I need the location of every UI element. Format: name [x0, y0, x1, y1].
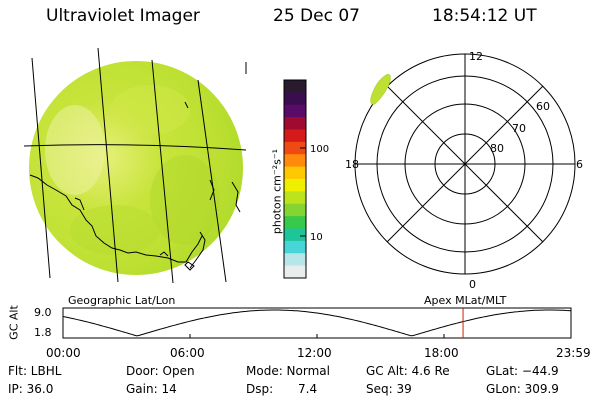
xtick-1200: 12:00 [297, 346, 332, 360]
mlt-label-18: 18 [345, 158, 359, 171]
status-ip: IP: 36.0 [8, 382, 54, 396]
colorbar-stripe [284, 141, 306, 155]
colorbar-stripe [284, 166, 306, 180]
altitude-ytick-low: 1.8 [34, 326, 52, 339]
colorbar-frame [283, 79, 307, 279]
colorbar-stripe [284, 253, 306, 267]
status-dsp-label: Dsp: [246, 382, 274, 396]
colorbar-stripe [284, 191, 306, 205]
lat-label-80: 80 [490, 142, 504, 155]
mlt-label-6: 6 [576, 158, 583, 171]
lat-label-60: 60 [536, 100, 550, 113]
date-label: 25 Dec 07 [273, 6, 360, 26]
status-flt: Flt: LBHL [8, 364, 62, 378]
colorbar-stripe [284, 216, 306, 229]
xtick-0000: 00:00 [46, 346, 81, 360]
status-dsp-value: 7.4 [298, 382, 318, 396]
aurora-blob [370, 74, 391, 105]
colorbar-stripe [284, 92, 306, 106]
status-glat: GLat: −44.9 [486, 364, 559, 378]
colorbar-stripe [284, 265, 306, 279]
colorbar-stripe [284, 129, 306, 143]
colorbar-stripe [284, 80, 306, 93]
geographic-caption: Geographic Lat/Lon [68, 294, 176, 307]
status-seq: Seq: 39 [366, 382, 412, 396]
xtick-2359: 23:59 [556, 346, 591, 360]
colorbar-tick-10: 10 [310, 232, 323, 243]
xtick-1800: 18:00 [424, 346, 459, 360]
mlt-label-0: 0 [469, 278, 476, 291]
status-gc-alt: GC Alt: 4.6 Re [366, 364, 450, 378]
status-door: Door: Open [126, 364, 195, 378]
colorbar-tick-100: 100 [310, 144, 329, 155]
status-gain: Gain: 14 [126, 382, 177, 396]
coastline [29, 174, 215, 271]
colorbar-stripe [284, 203, 306, 217]
colorbar-stripe [284, 179, 306, 192]
colorbar: 100 10 [283, 79, 329, 279]
colorbar-stripe [284, 117, 306, 130]
instrument-title: Ultraviolet Imager [46, 6, 200, 26]
colorbar-stripe [284, 240, 306, 254]
status-mode: Mode: Normal [246, 364, 330, 378]
colorbar-stripe [284, 228, 306, 242]
apex-caption: Apex MLat/MLT [424, 294, 507, 307]
altitude-curve [62, 309, 572, 337]
colorbar-stripe [284, 104, 306, 118]
time-label: 18:54:12 UT [432, 6, 537, 26]
altitude-ytick-high: 9.0 [34, 306, 52, 319]
mlt-label-12: 12 [469, 50, 483, 63]
xtick-0600: 06:00 [170, 346, 205, 360]
lat-lon-gridlines [23, 47, 247, 284]
lat-label-70: 70 [512, 122, 526, 135]
colorbar-stripe [284, 154, 306, 168]
status-glon: GLon: 309.9 [486, 382, 559, 396]
polar-diagonal-2 [386, 85, 544, 243]
